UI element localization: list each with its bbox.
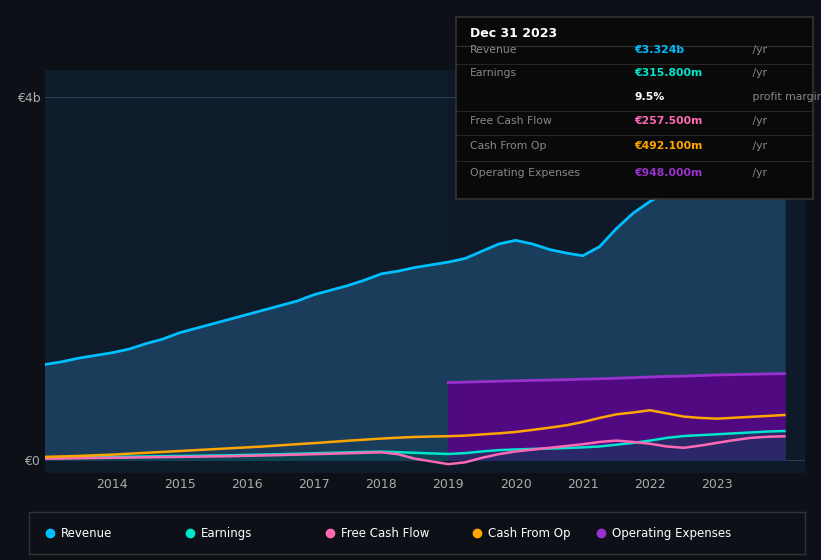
- Text: /yr: /yr: [749, 68, 767, 78]
- Text: €948.000m: €948.000m: [635, 169, 703, 178]
- Text: /yr: /yr: [749, 141, 767, 151]
- Text: Revenue: Revenue: [470, 45, 517, 54]
- Text: Cash From Op: Cash From Op: [470, 141, 547, 151]
- Text: Operating Expenses: Operating Expenses: [470, 169, 580, 178]
- Bar: [448, 70, 805, 473]
- Text: Earnings: Earnings: [470, 68, 517, 78]
- Text: €3.324b: €3.324b: [635, 45, 685, 54]
- Text: Dec 31 2023: Dec 31 2023: [470, 27, 557, 40]
- Text: /yr: /yr: [749, 169, 767, 178]
- Text: Free Cash Flow: Free Cash Flow: [341, 527, 429, 540]
- Text: €257.500m: €257.500m: [635, 115, 703, 125]
- Text: profit margin: profit margin: [749, 92, 821, 102]
- Text: Operating Expenses: Operating Expenses: [612, 527, 732, 540]
- Text: Earnings: Earnings: [201, 527, 252, 540]
- Text: 9.5%: 9.5%: [635, 92, 664, 102]
- Text: €315.800m: €315.800m: [635, 68, 703, 78]
- Text: /yr: /yr: [749, 115, 767, 125]
- Text: /yr: /yr: [749, 45, 767, 54]
- Text: Revenue: Revenue: [62, 527, 112, 540]
- Text: Cash From Op: Cash From Op: [488, 527, 571, 540]
- Text: Free Cash Flow: Free Cash Flow: [470, 115, 552, 125]
- Text: €492.100m: €492.100m: [635, 141, 703, 151]
